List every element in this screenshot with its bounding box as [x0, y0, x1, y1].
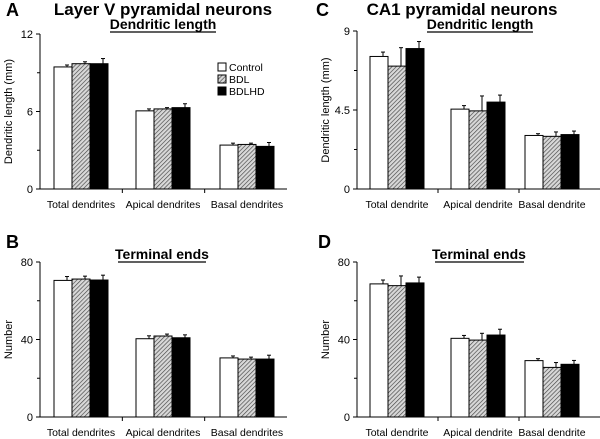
- bar-d-bdl-1: [468, 339, 488, 418]
- title-c: CA1 pyramidal neurons: [367, 0, 558, 19]
- bar-a-bdl-2: [237, 143, 257, 190]
- y-tick-label-c: 0: [344, 184, 350, 196]
- legend-swatch-control: [217, 62, 227, 72]
- bar-b-control-1: [135, 338, 155, 418]
- y-tick-label-a: 6: [27, 107, 33, 119]
- bar-b-control-2: [219, 357, 239, 418]
- y-tick-label-d: 0: [344, 412, 350, 424]
- category-label-b: Apical dendrites: [126, 427, 201, 439]
- bar-a-bdlhd-0: [89, 63, 109, 190]
- legend-label-bdlhd: BDLHD: [229, 86, 265, 98]
- bar-c-bdlhd-1: [486, 101, 506, 190]
- title-a: Layer V pyramidal neurons: [54, 0, 272, 19]
- category-label-d: Total dendrite: [365, 427, 428, 439]
- subtitle-d: Terminal ends: [432, 246, 526, 262]
- bar-a-bdlhd-1: [171, 107, 191, 190]
- legend-swatch-bdlhd: [217, 86, 227, 96]
- bar-a-bdlhd-2: [255, 145, 275, 190]
- y-axis-label-d: Number: [320, 320, 332, 359]
- bar-a-bdl-1: [153, 108, 173, 190]
- bar-c-bdl-2: [542, 135, 562, 190]
- bar-c-control-1: [450, 108, 470, 190]
- panel-letter-a: A: [6, 0, 19, 20]
- bar-d-bdlhd-1: [486, 334, 506, 418]
- y-tick-label-d: 40: [338, 335, 350, 347]
- y-tick-label-d: 80: [338, 257, 350, 269]
- y-axis-label-a: Dendritic length (mm): [3, 59, 15, 164]
- bar-d-control-0: [369, 283, 389, 418]
- y-tick-label-c: 9: [344, 26, 350, 38]
- y-tick-label-b: 40: [21, 335, 33, 347]
- bar-b-control-0: [53, 279, 73, 418]
- category-label-b: Total dendrites: [47, 427, 115, 439]
- legend-label-control: Control: [229, 62, 263, 74]
- legend-label-bdl: BDL: [229, 74, 250, 86]
- subtitle-a: Dendritic length: [110, 16, 217, 32]
- category-label-a: Total dendrites: [47, 199, 115, 211]
- legend: Control BDL BDLHD: [217, 62, 265, 98]
- category-label-d: Apical dendrite: [443, 427, 513, 439]
- category-label-c: Apical dendrite: [443, 199, 513, 211]
- category-label-d: Basal dendrite: [518, 427, 585, 439]
- category-label-b: Basal dendrites: [211, 427, 283, 439]
- bar-b-bdl-2: [237, 358, 257, 418]
- bar-d-bdlhd-2: [560, 363, 580, 418]
- category-label-c: Total dendrite: [365, 199, 428, 211]
- bar-a-control-2: [219, 144, 239, 190]
- subtitle-b: Terminal ends: [115, 246, 209, 262]
- bar-a-bdl-0: [71, 63, 91, 190]
- category-label-a: Basal dendrites: [211, 199, 283, 211]
- bar-a-control-1: [135, 110, 155, 190]
- bar-a-control-0: [53, 66, 73, 190]
- panel-letter-d: D: [318, 232, 331, 252]
- panel-letter-c: C: [316, 0, 329, 20]
- bar-d-bdlhd-0: [405, 282, 425, 418]
- bar-d-bdl-0: [387, 285, 407, 418]
- bar-b-bdlhd-1: [171, 337, 191, 418]
- bar-d-control-1: [450, 337, 470, 418]
- subtitle-c: Dendritic length: [427, 16, 534, 32]
- bar-c-control-0: [369, 55, 389, 190]
- bar-d-bdl-2: [542, 366, 562, 418]
- y-tick-label-a: 12: [21, 29, 33, 41]
- category-label-a: Apical dendrites: [126, 199, 201, 211]
- category-label-c: Basal dendrite: [518, 199, 585, 211]
- bar-c-bdlhd-0: [405, 48, 425, 190]
- y-tick-label-b: 80: [21, 257, 33, 269]
- y-tick-label-a: 0: [27, 184, 33, 196]
- bar-b-bdl-0: [71, 278, 91, 418]
- y-tick-label-c: 4.5: [335, 105, 350, 117]
- panel-letter-b: B: [6, 232, 19, 252]
- bar-c-control-2: [524, 134, 544, 190]
- y-axis-label-b: Number: [3, 320, 15, 359]
- bar-c-bdlhd-2: [560, 134, 580, 190]
- bar-b-bdlhd-0: [89, 279, 109, 418]
- y-tick-label-b: 0: [27, 412, 33, 424]
- bar-d-control-2: [524, 360, 544, 418]
- bar-c-bdl-0: [387, 65, 407, 190]
- legend-swatch-bdl: [217, 74, 227, 84]
- bar-b-bdl-1: [153, 335, 173, 418]
- y-axis-label-c: Dendritic length (mm): [320, 57, 332, 162]
- bar-c-bdl-1: [468, 110, 488, 190]
- bar-b-bdlhd-2: [255, 358, 275, 418]
